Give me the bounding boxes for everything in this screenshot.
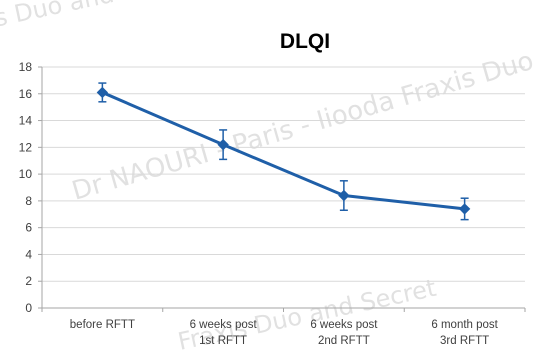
y-tick-label: 10 xyxy=(19,167,33,181)
y-tick-label: 16 xyxy=(19,87,33,101)
y-tick-label: 2 xyxy=(25,274,32,288)
x-tick-label: 6 weeks post 1st RFTT xyxy=(190,319,258,347)
y-tick-label: 18 xyxy=(19,60,33,74)
y-tick-label: 8 xyxy=(25,194,32,208)
chart-title: DLQI xyxy=(280,30,330,53)
y-tick-label: 12 xyxy=(19,140,33,154)
x-axis-ticks: before RFTT 6 weeks post 1st RFTT 6 weeks p… xyxy=(70,319,499,347)
data-point xyxy=(458,203,471,215)
x-tick-label: before RFTT xyxy=(70,319,135,331)
watermark-text: is Duo and xyxy=(0,0,116,34)
data-point xyxy=(96,86,109,99)
y-tick-label: 6 xyxy=(25,221,32,235)
data-point xyxy=(217,138,229,151)
data-point xyxy=(338,189,350,202)
watermark-text: Dr NAOURI - Paris - Iiooda Fraxis Duo xyxy=(69,46,537,207)
y-tick-label: 4 xyxy=(25,247,32,261)
y-tick-label: 14 xyxy=(19,114,33,128)
x-tick-label: 6 month post 3rd RFTT xyxy=(431,319,498,347)
series-group xyxy=(96,82,471,221)
gridlines xyxy=(42,66,525,282)
axes xyxy=(38,66,526,312)
y-tick-label: 0 xyxy=(25,301,32,315)
x-tick-label: 6 weeks post 2nd RFTT xyxy=(310,319,378,347)
y-axis-ticks: 0 2 4 6 8 10 12 14 16 18 xyxy=(19,60,33,315)
series-line xyxy=(101,91,465,211)
